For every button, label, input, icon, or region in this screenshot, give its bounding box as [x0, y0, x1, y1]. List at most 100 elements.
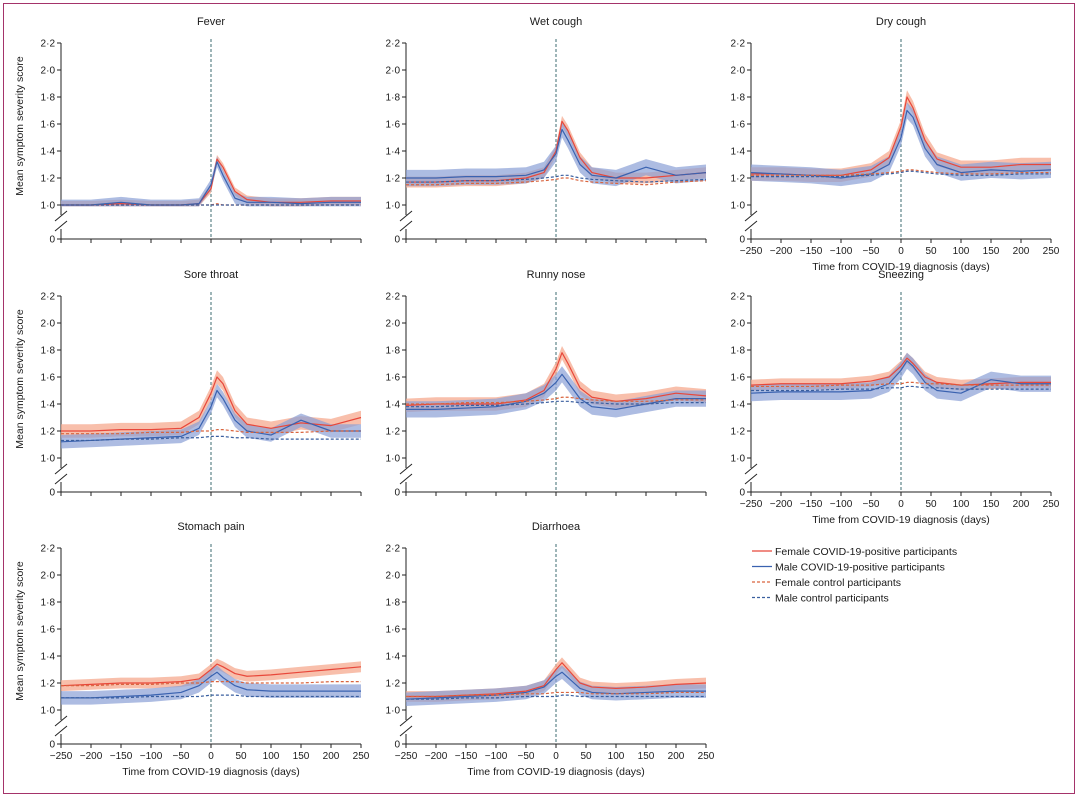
female-positive-line	[61, 158, 361, 206]
y-tick-label: 1·2	[386, 174, 401, 185]
x-axis-label: Time from COVID-19 diagnosis (days)	[812, 261, 990, 273]
ci-band-female	[406, 345, 706, 413]
y-tick-label: 2·2	[731, 292, 746, 303]
x-tick-label: −250	[740, 499, 763, 510]
female-control-line	[406, 177, 707, 186]
axis-break-mark	[54, 463, 68, 475]
y-tick-label: 1·0	[731, 454, 746, 465]
x-tick-label: 50	[235, 751, 247, 762]
y-tick-label-zero: 0	[49, 488, 55, 499]
y-tick-label: 1·2	[386, 427, 401, 438]
y-tick-label: 1·2	[41, 174, 56, 185]
y-tick-label: 1·2	[386, 679, 401, 690]
y-tick-label: 1·4	[41, 147, 56, 158]
axis-break-mark	[54, 715, 68, 727]
y-tick-label-zero: 0	[394, 235, 400, 246]
female-control-line	[61, 429, 361, 435]
y-tick-label: 1·6	[41, 625, 56, 636]
axis-break-mark	[399, 220, 413, 232]
y-tick-label-zero: 0	[739, 235, 745, 246]
x-tick-label: 150	[983, 246, 1000, 257]
ci-band-male	[406, 366, 706, 418]
x-tick-label: −150	[800, 499, 823, 510]
y-tick-label: 2·0	[41, 66, 56, 77]
x-tick-label: −150	[110, 751, 133, 762]
y-tick-label: 1·2	[41, 427, 56, 438]
y-tick-label-zero: 0	[739, 488, 745, 499]
panel-fever: Fever 1·0 1·2 1·4 1·6 1·8 2·0 2·2 0 Mean symptom …	[14, 16, 362, 246]
legend-label: Female control participants	[775, 577, 901, 589]
y-tick-label: 2·0	[41, 571, 56, 582]
male-positive-line	[750, 360, 1051, 394]
y-tick-label: 2·0	[731, 66, 746, 77]
x-tick-label: 150	[638, 751, 655, 762]
axis-break-mark	[54, 473, 68, 485]
y-tick-label: 2·2	[386, 292, 401, 303]
x-tick-label: 250	[698, 751, 715, 762]
legend: Female COVID-19-positive participants Mal…	[752, 546, 957, 605]
y-tick-label: 2·0	[386, 66, 401, 77]
x-axis-label: Time from COVID-19 diagnosis (days)	[122, 766, 300, 778]
male-control-line	[406, 174, 707, 183]
y-tick-label: 1·8	[41, 598, 56, 609]
y-tick-label: 1·8	[731, 93, 746, 104]
y-tick-label-zero: 0	[49, 235, 55, 246]
x-tick-label: 200	[1013, 246, 1030, 257]
x-tick-label: 100	[953, 246, 970, 257]
y-tick-label: 1·2	[731, 427, 746, 438]
y-tick-label: 1·4	[731, 147, 746, 158]
y-tick-label: 2·2	[41, 292, 56, 303]
x-tick-label: −250	[740, 246, 763, 257]
x-tick-label: 250	[1043, 499, 1060, 510]
x-axis-label: Time from COVID-19 diagnosis (days)	[812, 514, 990, 526]
male-positive-line	[405, 671, 706, 700]
x-tick-label: −250	[50, 751, 73, 762]
y-tick-label: 1·0	[41, 706, 56, 717]
y-axis-label: Mean symptom severity score	[14, 309, 26, 449]
x-tick-label: 200	[668, 751, 685, 762]
panel-wet-cough: Wet cough 1·0 1·2 1·4 1·6 1·8 2·0 2·2 0	[386, 16, 707, 246]
female-control-line	[751, 169, 1051, 176]
y-tick-label: 1·6	[41, 120, 56, 131]
axis-break-mark	[744, 473, 758, 485]
y-tick-label: 2·2	[41, 544, 56, 555]
panel-title: Dry cough	[876, 16, 926, 28]
y-tick-label: 1·6	[41, 373, 56, 384]
x-tick-label: 250	[353, 751, 370, 762]
y-tick-label: 1·6	[386, 373, 401, 384]
male-control-line	[61, 694, 361, 699]
x-tick-label: −250	[395, 751, 418, 762]
y-tick-label: 1·0	[41, 201, 56, 212]
y-tick-label: 2·2	[386, 544, 401, 555]
male-control-line	[61, 435, 361, 442]
axis-break-mark	[744, 463, 758, 475]
y-tick-label: 1·6	[386, 120, 401, 131]
x-tick-label: −200	[770, 499, 793, 510]
x-tick-label: −150	[800, 246, 823, 257]
y-tick-label: 1·6	[731, 120, 746, 131]
y-tick-label: 1·8	[41, 93, 56, 104]
axis-break-mark	[744, 210, 758, 222]
y-tick-label: 1·4	[386, 147, 401, 158]
x-tick-label: −100	[485, 751, 508, 762]
axis-break-mark	[54, 210, 68, 222]
ci-band-male	[61, 156, 361, 207]
x-tick-label: −50	[863, 499, 880, 510]
x-axis-label: Time from COVID-19 diagnosis (days)	[467, 766, 645, 778]
y-tick-label: 2·0	[731, 319, 746, 330]
y-tick-label: 1·4	[41, 400, 56, 411]
x-tick-label: 150	[293, 751, 310, 762]
y-tick-label: 1·0	[731, 201, 746, 212]
axis-break-mark	[54, 220, 68, 232]
male-control-line	[406, 400, 706, 408]
x-tick-label: 150	[983, 499, 1000, 510]
y-tick-label: 2·2	[731, 39, 746, 50]
panel-runny-nose: Runny nose 1·0 1·2 1·4 1·6 1·8 2·0 2·2 0	[386, 269, 707, 499]
y-tick-label: 1·8	[731, 346, 746, 357]
y-tick-label: 2·2	[386, 39, 401, 50]
ci-band-male	[61, 665, 361, 705]
female-control-line	[406, 396, 706, 405]
